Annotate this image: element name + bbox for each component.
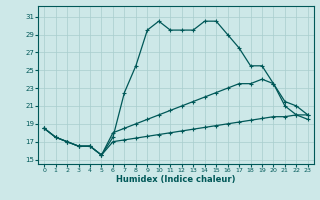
- X-axis label: Humidex (Indice chaleur): Humidex (Indice chaleur): [116, 175, 236, 184]
